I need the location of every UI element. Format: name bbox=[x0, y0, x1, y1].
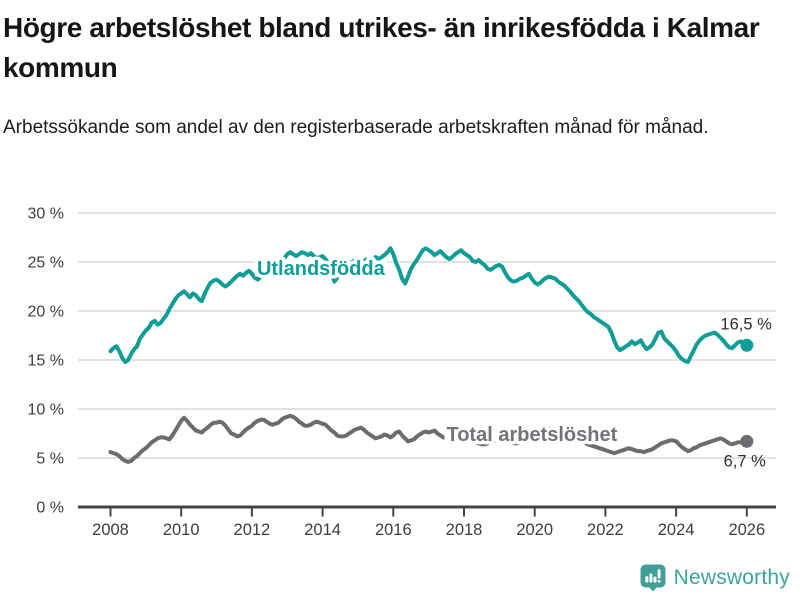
newsworthy-wordmark: Newsworthy bbox=[673, 565, 790, 589]
y-tick-label: 0 % bbox=[36, 500, 64, 517]
series-line-total bbox=[108, 413, 749, 464]
x-tick-label: 2026 bbox=[728, 521, 765, 539]
series-end-dot bbox=[740, 434, 754, 448]
series-label-mask bbox=[254, 261, 388, 277]
x-tick-label: 2016 bbox=[375, 521, 412, 539]
y-tick-label: 10 % bbox=[28, 402, 64, 419]
y-tick-label: 30 % bbox=[28, 206, 64, 223]
y-tick-label: 5 % bbox=[36, 451, 64, 468]
x-tick-label: 2020 bbox=[516, 521, 553, 539]
newsworthy-logo: Newsworthy bbox=[639, 563, 790, 592]
x-tick-label: 2024 bbox=[658, 521, 695, 539]
chart-title: Högre arbetslöshet bland utrikes- än inr… bbox=[3, 12, 760, 83]
x-tick-label: 2008 bbox=[92, 521, 129, 539]
chart-subtitle: Arbetssökande som andel av den registerb… bbox=[3, 117, 709, 138]
end-value-label: 16,5 % bbox=[720, 315, 772, 333]
series-line-utlandsfodda bbox=[108, 246, 749, 364]
bar-chart-speech-bubble-icon bbox=[640, 564, 666, 592]
x-tick-label: 2018 bbox=[446, 521, 483, 539]
end-value-label: 6,7 % bbox=[724, 452, 767, 470]
x-tick-label: 2022 bbox=[587, 521, 624, 539]
series-label: Utlandsfödda bbox=[257, 258, 386, 280]
series-end-dot bbox=[740, 338, 754, 352]
x-tick-label: 2012 bbox=[234, 521, 271, 539]
series-label: Total arbetslöshet bbox=[446, 424, 617, 446]
x-tick-label: 2010 bbox=[163, 521, 200, 539]
x-tick-label: 2014 bbox=[304, 521, 341, 539]
y-tick-label: 20 % bbox=[28, 304, 64, 321]
y-tick-label: 25 % bbox=[28, 255, 64, 272]
y-tick-label: 15 % bbox=[28, 353, 64, 370]
series-label-mask bbox=[444, 427, 620, 443]
